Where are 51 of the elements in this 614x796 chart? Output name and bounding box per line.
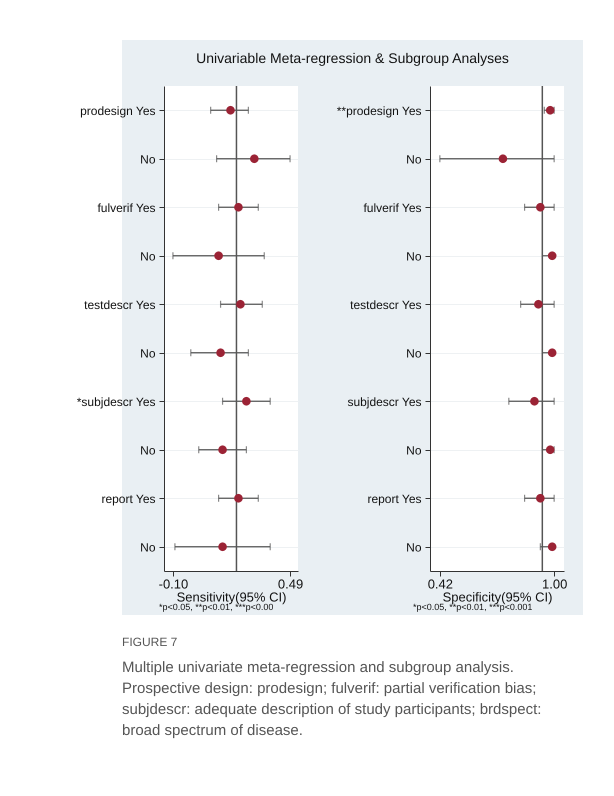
text: Multiple univariate meta-regression and subgroup analysis. Prospective design: prodesign; fulverif: partial verification bias; subjdescr: adequate description of study participants; brdspect: broad spectrum of disease. — [122, 658, 542, 741]
x-tick-label: 0.49 — [278, 576, 304, 592]
point — [218, 542, 227, 552]
y-tick-label: **prodesign Yes — [336, 104, 422, 118]
y-tick-label: report Yes — [367, 492, 422, 506]
point — [548, 251, 557, 260]
y-tick-label: No — [140, 540, 156, 554]
y-tick-label: No — [140, 443, 156, 458]
point — [236, 300, 245, 309]
point — [226, 106, 235, 115]
x-tick-label: 0.42 — [428, 576, 454, 592]
y-tick-label: subjdescr Yes — [347, 394, 422, 409]
point — [498, 154, 508, 164]
y-tick-label: No — [406, 152, 422, 166]
point — [548, 348, 557, 358]
point — [242, 396, 251, 406]
point — [548, 542, 557, 552]
y-tick-label: No — [140, 346, 156, 360]
point — [218, 445, 227, 454]
point — [214, 251, 223, 260]
point — [536, 494, 545, 503]
x-tick-label: 1.00 — [542, 576, 568, 592]
point — [234, 494, 243, 503]
text: *p<0.05, **p<0.01, ***p<0.001 — [413, 602, 532, 612]
text: *p<0.05, **p<0.01, ***p<0.00 — [159, 602, 274, 612]
y-tick-label: No — [406, 540, 422, 554]
y-tick-label: No — [406, 346, 422, 360]
caption: FIGURE 7 — [122, 635, 178, 649]
y-tick-label: No — [140, 152, 156, 166]
point — [234, 202, 243, 212]
y-tick-label: testdescr Yes — [84, 298, 156, 312]
y-tick-label: *subjdescr Yes — [76, 394, 156, 409]
point — [534, 300, 543, 309]
point — [546, 106, 555, 115]
text: Univariable Meta-regression & Subgroup Analyses — [195, 50, 510, 66]
y-tick-label: fulverif Yes — [97, 200, 156, 215]
x-axis-title: Specificity(95% CI) — [442, 590, 552, 604]
point — [530, 396, 539, 406]
y-tick-label: prodesign Yes — [80, 104, 156, 118]
point — [546, 445, 555, 454]
y-tick-label: No — [406, 443, 422, 458]
y-tick-label: fulverif Yes — [363, 200, 422, 215]
y-tick-label: No — [406, 249, 422, 264]
x-tick-label: -0.10 — [158, 576, 188, 592]
y-tick-label: report Yes — [101, 492, 156, 506]
y-tick-label: testdescr Yes — [350, 298, 422, 312]
x-axis-title: Sensitivity(95% CI) — [176, 590, 286, 604]
y-tick-label: No — [140, 249, 156, 264]
point — [216, 348, 225, 358]
point — [250, 154, 259, 164]
point — [536, 202, 545, 212]
